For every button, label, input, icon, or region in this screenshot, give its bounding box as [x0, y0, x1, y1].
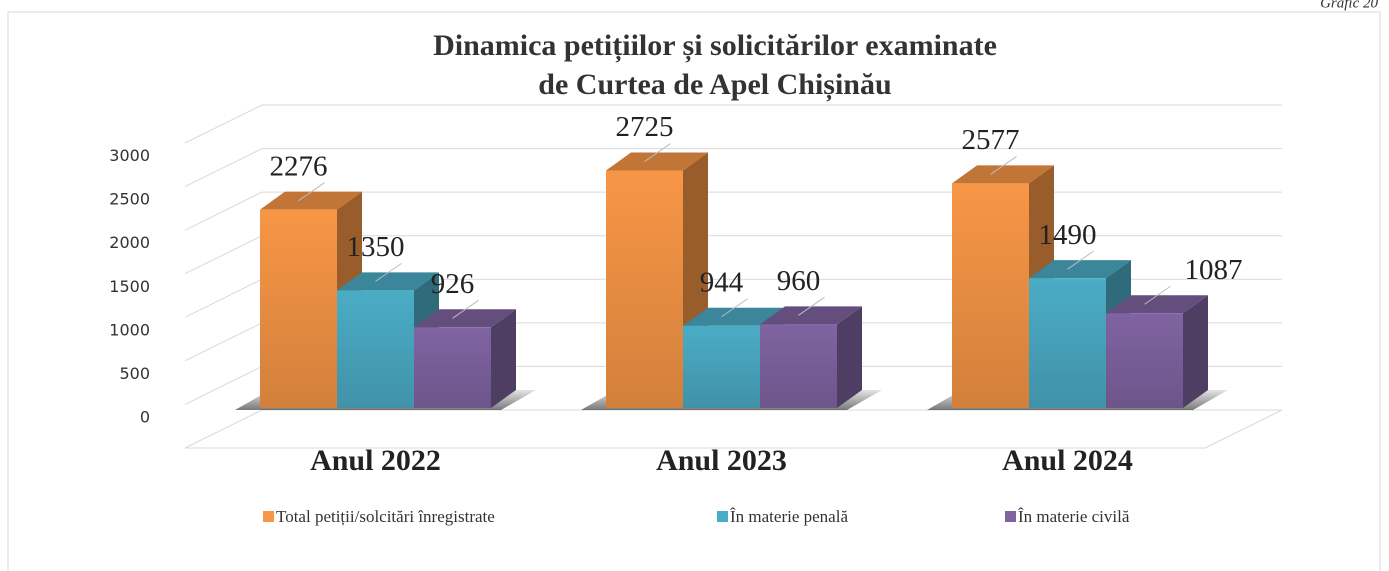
bar — [760, 324, 837, 408]
caption: Grafic 20 — [1320, 0, 1378, 11]
bar-top — [952, 165, 1054, 184]
leader-line — [298, 182, 325, 202]
x-tick-label: Anul 2022 — [310, 444, 441, 477]
y-tick-label: 3000 — [109, 146, 150, 165]
leader-line — [1144, 285, 1171, 305]
data-label: 2725 — [616, 111, 674, 143]
bar — [414, 327, 491, 408]
legend-swatch — [263, 511, 274, 522]
legend-label: Total petiții/solcitări înregistrate — [276, 507, 495, 526]
y-tick-label: 2000 — [109, 233, 150, 252]
bar-side — [491, 309, 516, 408]
bar — [952, 183, 1029, 408]
leader-line — [721, 298, 748, 318]
legend-label: În materie civilă — [1018, 507, 1130, 526]
leader-line — [644, 143, 671, 162]
grid-line — [184, 278, 263, 318]
grid-line — [184, 235, 263, 275]
leader-line — [375, 262, 402, 282]
x-tick-label: Anul 2024 — [1002, 444, 1133, 477]
chart-subtitle: de Curtea de Apel Chișinău — [538, 68, 891, 102]
bar-top — [414, 309, 516, 328]
leader-line — [990, 156, 1017, 175]
data-label: 2577 — [962, 124, 1020, 156]
bar-top — [1029, 260, 1131, 279]
bar-top — [260, 191, 362, 210]
grid-line — [184, 322, 263, 362]
bar-top — [1106, 295, 1208, 314]
y-tick-label: 1500 — [109, 277, 150, 296]
leader-line — [798, 296, 825, 316]
leader-line — [1067, 250, 1094, 270]
y-tick-label: 1000 — [109, 320, 150, 339]
legend-label: În materie penală — [730, 507, 848, 526]
bar-top — [606, 152, 708, 171]
grid-line — [184, 365, 263, 405]
data-label: 960 — [777, 265, 821, 297]
bar-top — [760, 306, 862, 325]
bar — [1029, 278, 1106, 408]
legend-swatch — [717, 511, 728, 522]
data-label: 944 — [700, 266, 744, 298]
grid-line — [184, 104, 263, 144]
bar — [1106, 313, 1183, 408]
data-label: 2276 — [270, 150, 328, 182]
leader-line — [452, 299, 479, 319]
data-label: 1350 — [347, 231, 405, 263]
x-tick-label: Anul 2023 — [656, 444, 787, 477]
y-tick-label: 0 — [140, 408, 150, 427]
bar-side — [1183, 295, 1208, 408]
bar — [683, 325, 760, 408]
grid-line — [184, 148, 263, 188]
data-label: 1087 — [1185, 254, 1243, 286]
bar — [606, 170, 683, 408]
data-label: 926 — [431, 268, 475, 300]
data-label: 1490 — [1039, 219, 1097, 251]
y-tick-label: 500 — [119, 364, 150, 383]
bar-top — [337, 272, 439, 291]
bar-side — [837, 306, 862, 408]
bar — [337, 290, 414, 408]
chart-title: Dinamica petițiilor și solicitărilor exa… — [433, 29, 997, 63]
grid-line — [184, 191, 263, 231]
y-tick-label: 2500 — [109, 190, 150, 209]
bar — [260, 209, 337, 408]
bar-top — [683, 307, 785, 326]
chart-frame — [7, 11, 1381, 571]
axis-line — [1204, 409, 1283, 449]
legend-swatch — [1005, 511, 1016, 522]
grid-line — [184, 409, 263, 449]
